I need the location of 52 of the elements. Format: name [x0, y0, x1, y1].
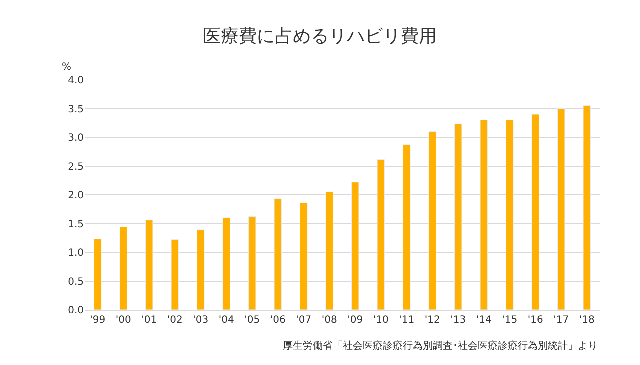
bar — [454, 124, 462, 310]
x-tick-label: '00 — [116, 315, 132, 326]
y-tick-label: 4.0 — [68, 76, 84, 86]
y-tick-label: 1.0 — [68, 248, 84, 259]
x-tick-label: '06 — [270, 315, 286, 326]
x-tick-label: '12 — [424, 315, 440, 326]
bar — [274, 198, 282, 310]
bar — [377, 160, 385, 310]
y-tick-label: 2.0 — [68, 190, 84, 202]
bar — [146, 220, 154, 310]
bar — [248, 216, 256, 310]
bar — [171, 240, 179, 310]
y-tick-label: 0.5 — [68, 276, 84, 288]
x-tick-label: '09 — [348, 315, 364, 326]
y-tick-label: 0.0 — [68, 306, 84, 316]
bar — [300, 202, 308, 310]
y-tick-label: 2.5 — [68, 162, 84, 173]
bar — [352, 182, 360, 310]
bar — [506, 120, 514, 310]
x-tick-label: '11 — [399, 315, 415, 326]
bar — [558, 108, 566, 310]
x-tick-label: '13 — [450, 315, 466, 326]
x-tick-label: '01 — [142, 315, 158, 326]
y-tick-label: 3.5 — [68, 104, 84, 116]
y-tick-label: 3.0 — [68, 133, 84, 144]
x-tick-label: '05 — [244, 315, 260, 326]
x-tick-label: '07 — [296, 315, 312, 326]
bar — [583, 106, 591, 310]
x-tick-label: '18 — [579, 315, 595, 326]
bar — [120, 226, 128, 310]
x-tick-label: '04 — [218, 315, 234, 326]
bar — [532, 114, 540, 310]
x-tick-label: '08 — [322, 315, 338, 326]
bar — [94, 239, 102, 310]
bar — [197, 230, 205, 310]
x-tick-label: '14 — [476, 315, 492, 326]
bar — [222, 218, 230, 310]
x-tick-label: '03 — [193, 315, 209, 326]
text: 厚生労働省「社会医療診療行為別調査･社会医療診療行為別統計」より — [283, 340, 598, 352]
x-tick-label: '10 — [373, 315, 389, 326]
x-tick-label: '16 — [528, 315, 544, 326]
bar — [326, 192, 334, 310]
x-tick-label: '99 — [90, 315, 106, 326]
x-tick-label: '17 — [554, 315, 570, 326]
bar — [480, 120, 488, 310]
x-tick-label: '15 — [502, 315, 518, 326]
chart-title: 医療費に占めるリハビリ費用 — [203, 26, 437, 47]
y-axis-title: % — [62, 62, 72, 73]
bar — [403, 144, 411, 310]
bar — [428, 132, 436, 310]
y-tick-label: 1.5 — [68, 219, 84, 230]
x-tick-label: '02 — [167, 315, 183, 326]
